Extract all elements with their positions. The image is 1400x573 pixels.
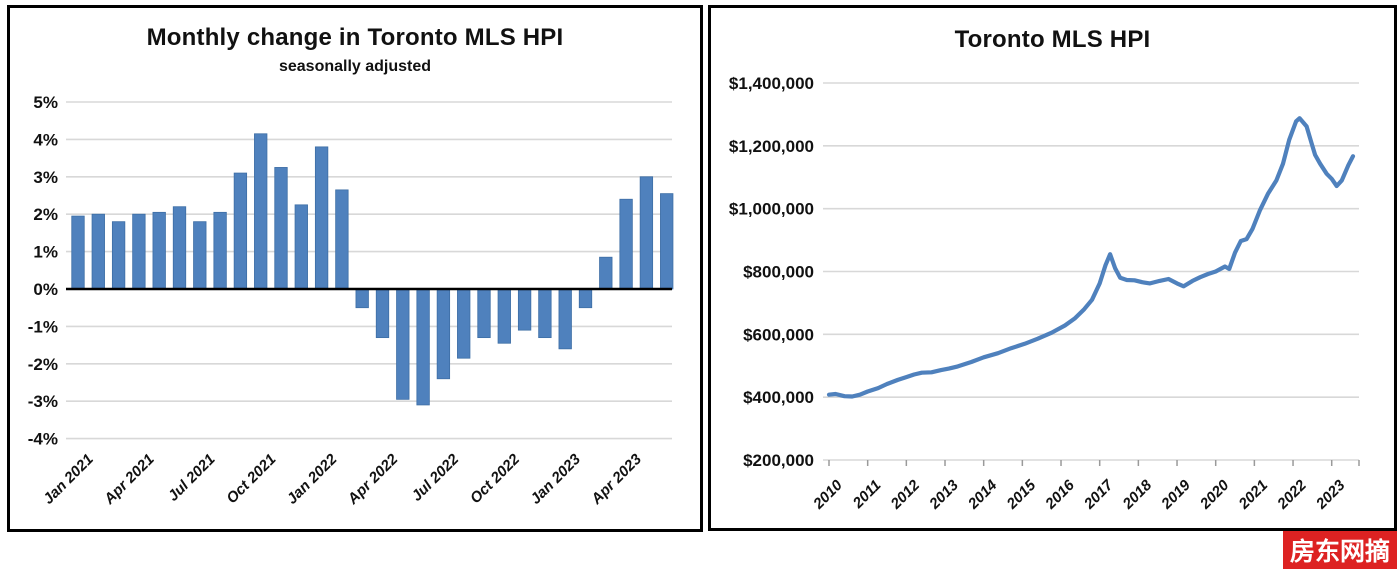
y-tick-label: -1% bbox=[28, 317, 58, 336]
x-tick-label: 2013 bbox=[926, 476, 963, 513]
watermark-badge: 房东网摘 bbox=[1283, 531, 1397, 569]
bar-chart: 5%4%3%2%1%0%-1%-2%-3%-4%Jan 2021 Apr 2021… bbox=[28, 93, 674, 508]
y-tick-label: -4% bbox=[28, 430, 58, 449]
x-tick-label: 2014 bbox=[964, 476, 1001, 513]
bar bbox=[375, 288, 390, 339]
bar-chart-bars bbox=[71, 133, 674, 406]
x-tick-label: Apr 2021 bbox=[100, 451, 158, 509]
y-tick-label: 2% bbox=[33, 205, 58, 224]
line-chart-gridlines bbox=[823, 82, 1359, 461]
bar-chart-title: Monthly change in Toronto MLS HPI bbox=[146, 24, 564, 51]
bar bbox=[639, 176, 654, 290]
x-tick-label: 2017 bbox=[1080, 476, 1117, 513]
bar-chart-subtitle: seasonally adjusted bbox=[278, 58, 432, 75]
bar bbox=[132, 213, 146, 290]
y-tick-label: $1,400,000 bbox=[729, 74, 814, 93]
y-tick-label: 0% bbox=[33, 280, 58, 299]
x-tick-label: 2019 bbox=[1158, 476, 1195, 513]
bar bbox=[457, 288, 471, 359]
y-tick-label: 1% bbox=[33, 243, 58, 262]
bar bbox=[599, 256, 613, 290]
bar bbox=[619, 198, 633, 290]
line-chart-x-axis-ticks bbox=[828, 460, 1360, 466]
x-tick-label: 2023 bbox=[1312, 476, 1349, 513]
bar bbox=[254, 133, 268, 290]
bar bbox=[71, 215, 85, 290]
bar-chart-y-axis-labels: 5% 4% 3% 2% 1% 0% -1% -2% -3% -4% bbox=[28, 93, 58, 449]
x-tick-label: 2021 bbox=[1235, 477, 1271, 513]
bar-chart-x-axis-labels: Jan 2021 Apr 2021 Jul 2021 Oct 2021 Jan 2022… bbox=[40, 450, 645, 508]
bar bbox=[294, 204, 308, 290]
line-chart-x-axis-labels: 2010 2011 2012 2013 2014 2015 2016 2017 2018 2019… bbox=[810, 476, 1349, 513]
x-tick-label: Jan 2022 bbox=[284, 450, 341, 507]
bar bbox=[416, 288, 430, 406]
y-tick-label: -3% bbox=[28, 392, 58, 411]
x-tick-label: Oct 2022 bbox=[467, 450, 524, 507]
x-tick-label: 2011 bbox=[849, 477, 885, 513]
bar bbox=[517, 288, 532, 331]
x-tick-label: 2012 bbox=[887, 476, 924, 513]
y-tick-label: $1,200,000 bbox=[729, 137, 814, 156]
bar-chart-panel: 5% 4% 3% 2% 1% 0% -1% -2% -3% -4% Jan 2021 Apr 2021… bbox=[7, 5, 703, 532]
bar bbox=[213, 211, 227, 290]
bar bbox=[558, 288, 572, 350]
y-tick-label: $800,000 bbox=[743, 263, 814, 282]
x-tick-label: Oct 2021 bbox=[223, 451, 279, 507]
x-tick-label: 2022 bbox=[1274, 476, 1311, 513]
y-tick-label: 4% bbox=[33, 130, 58, 149]
x-tick-label: 2018 bbox=[1119, 476, 1156, 513]
line-chart-panel: $1,400,000 $1,200,000 $1,000,000 $800,000 $6… bbox=[708, 5, 1397, 531]
bar bbox=[396, 288, 410, 400]
x-tick-label: Jul 2022 bbox=[408, 450, 462, 504]
y-tick-label: $1,000,000 bbox=[729, 200, 814, 219]
x-tick-label: 2016 bbox=[1042, 476, 1079, 513]
line-chart: $1,400,000 $1,200,000 $1,000,000 $800,000 $6… bbox=[729, 74, 1360, 513]
hpi-line-series bbox=[826, 116, 1356, 399]
y-tick-label: $400,000 bbox=[743, 388, 814, 407]
x-tick-label: Jul 2021 bbox=[165, 451, 219, 505]
bar bbox=[193, 221, 207, 290]
bar bbox=[660, 193, 674, 290]
line-chart-title: Toronto MLS HPI bbox=[954, 26, 1151, 53]
bar bbox=[274, 167, 288, 290]
y-tick-label: $200,000 bbox=[743, 451, 814, 470]
x-tick-label: 2010 bbox=[810, 476, 847, 513]
x-tick-label: Apr 2023 bbox=[587, 450, 645, 508]
bar bbox=[335, 189, 349, 290]
y-tick-label: -2% bbox=[28, 355, 58, 374]
x-tick-label: Jan 2023 bbox=[527, 450, 584, 507]
bar bbox=[172, 206, 187, 290]
bar bbox=[477, 288, 491, 339]
x-tick-label: Jan 2021 bbox=[40, 451, 97, 508]
y-tick-label: 3% bbox=[33, 168, 58, 187]
y-tick-label: $600,000 bbox=[743, 325, 814, 344]
y-tick-label: 5% bbox=[33, 93, 58, 112]
x-tick-label: Apr 2022 bbox=[344, 450, 402, 508]
line-chart-y-axis-labels: $1,400,000 $1,200,000 $1,000,000 $800,000 $6… bbox=[729, 74, 814, 470]
x-tick-label: 2015 bbox=[1003, 476, 1040, 513]
bar bbox=[497, 288, 511, 344]
bar bbox=[538, 288, 552, 339]
bar bbox=[436, 288, 451, 380]
bar bbox=[578, 288, 593, 309]
bar bbox=[314, 146, 329, 290]
bar bbox=[355, 288, 369, 309]
bar bbox=[111, 221, 126, 290]
x-tick-label: 2020 bbox=[1196, 476, 1233, 513]
bar bbox=[152, 211, 166, 290]
bar bbox=[233, 172, 248, 290]
bar bbox=[91, 213, 105, 290]
